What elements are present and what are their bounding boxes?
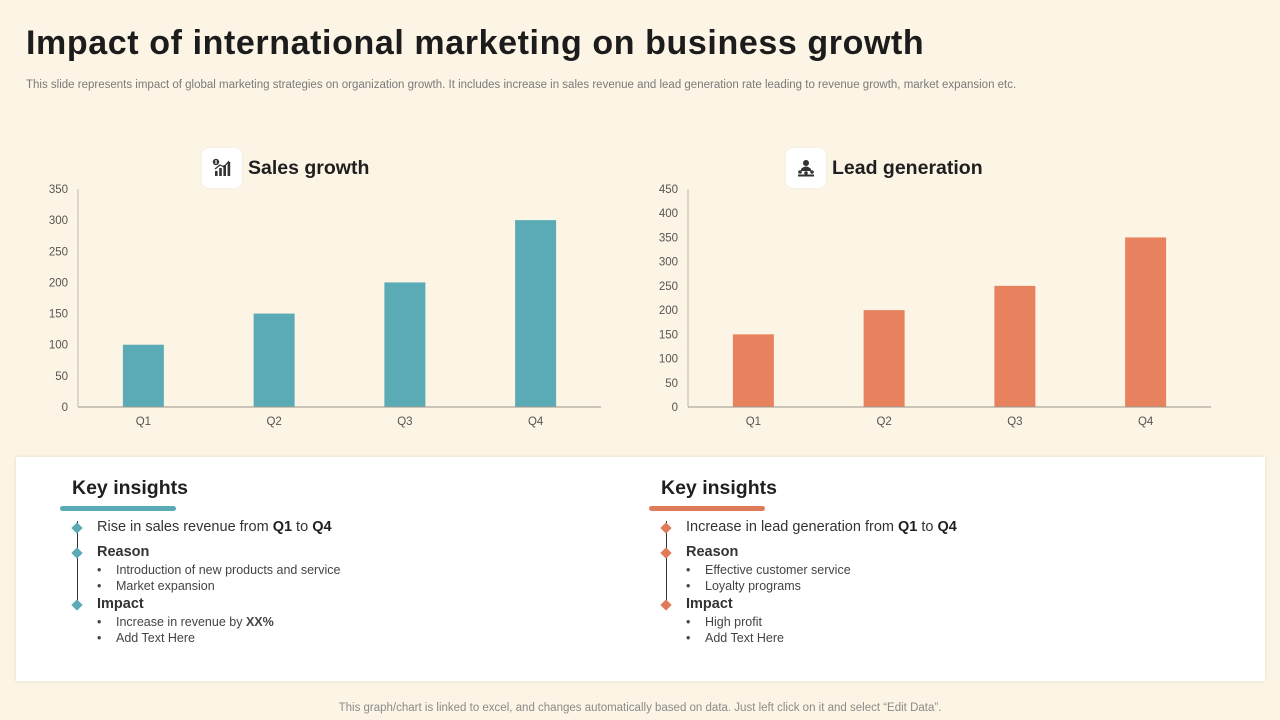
y-tick-label: 0: [672, 402, 678, 414]
reason-heading: Reason: [97, 544, 150, 560]
diamond-bullet-icon: [660, 547, 672, 559]
x-tick-label: Q4: [528, 416, 544, 428]
reason-heading: Reason: [686, 544, 739, 560]
y-tick-label: 300: [659, 257, 678, 269]
page-title: Impact of international marketing on bus…: [26, 24, 925, 62]
reason-item: • Effective customer service: [686, 563, 851, 577]
impact-item: • High profit: [686, 615, 762, 629]
lead-insights: Key insights Increase in lead generation…: [649, 457, 1221, 681]
insights-panel: Key insights Rise in sales revenue from …: [16, 457, 1265, 681]
chart-title: Lead generation: [832, 156, 983, 179]
impact-heading: Impact: [97, 596, 144, 612]
y-tick-label: 250: [49, 246, 68, 258]
bar: [515, 220, 557, 407]
timeline-line: [77, 521, 78, 606]
insight-summary: Rise in sales revenue from Q1 to Q4: [97, 519, 332, 535]
y-tick-label: 100: [659, 354, 678, 366]
insight-summary: Increase in lead generation from Q1 to Q…: [686, 519, 957, 535]
timeline-line: [666, 521, 667, 606]
insights-underline: [649, 506, 765, 511]
y-tick-label: 300: [49, 215, 68, 227]
reason-item: • Market expansion: [97, 579, 215, 593]
bar: [994, 285, 1036, 407]
leader-people-icon: [786, 148, 826, 188]
y-tick-label: 400: [659, 208, 678, 220]
reason-item: • Loyalty programs: [686, 579, 801, 593]
y-tick-label: 50: [55, 371, 68, 383]
y-tick-label: 50: [665, 378, 678, 390]
x-tick-label: Q2: [266, 416, 281, 428]
y-tick-label: 200: [49, 277, 68, 289]
diamond-bullet-icon: [660, 599, 672, 611]
bar: [732, 334, 774, 407]
bar: [384, 282, 426, 407]
diamond-bullet-icon: [71, 547, 83, 559]
impact-heading: Impact: [686, 596, 733, 612]
lead-generation-header: Lead generation: [786, 148, 983, 188]
sales-insights: Key insights Rise in sales revenue from …: [60, 457, 632, 681]
insights-underline: [60, 506, 176, 511]
x-tick-label: Q1: [746, 416, 761, 428]
x-tick-label: Q1: [136, 416, 151, 428]
sales-chart-icon: [202, 148, 242, 188]
footer-note: This graph/chart is linked to excel, and…: [338, 702, 942, 714]
x-tick-label: Q3: [1007, 416, 1022, 428]
y-tick-label: 100: [49, 340, 68, 352]
bar: [863, 310, 905, 407]
diamond-bullet-icon: [71, 599, 83, 611]
y-tick-label: 250: [659, 281, 678, 293]
insights-title: Key insights: [661, 477, 777, 499]
impact-item: • Add Text Here: [97, 631, 195, 645]
bar: [1125, 237, 1167, 407]
x-tick-label: Q2: [876, 416, 891, 428]
diamond-bullet-icon: [660, 522, 672, 534]
insights-title: Key insights: [72, 477, 188, 499]
bar: [253, 313, 295, 407]
y-tick-label: 350: [659, 232, 678, 244]
x-tick-label: Q3: [397, 416, 412, 428]
sales-growth-chart: 0 50 100 150 200 250 300 350 Q1 Q2 Q3 Q4: [49, 184, 601, 428]
y-tick-label: 150: [659, 329, 678, 341]
bar: [122, 344, 164, 407]
sales-growth-header: Sales growth: [202, 148, 369, 188]
page-subtitle: This slide represents impact of global m…: [26, 79, 1017, 91]
lead-generation-chart: 0 50 100 150 200 250 300 350 400 450 Q1 Q2 Q3 Q4: [659, 184, 1211, 428]
impact-item: • Add Text Here: [686, 631, 784, 645]
reason-item: • Introduction of new products and servic…: [97, 563, 341, 577]
chart-title: Sales growth: [248, 156, 370, 179]
y-tick-label: 0: [62, 402, 68, 414]
y-tick-label: 150: [49, 309, 68, 321]
y-tick-label: 450: [659, 184, 678, 196]
diamond-bullet-icon: [71, 522, 83, 534]
y-tick-label: 350: [49, 184, 68, 196]
impact-item: • Increase in revenue by XX%: [97, 615, 274, 629]
y-tick-label: 200: [659, 305, 678, 317]
x-tick-label: Q4: [1138, 416, 1154, 428]
